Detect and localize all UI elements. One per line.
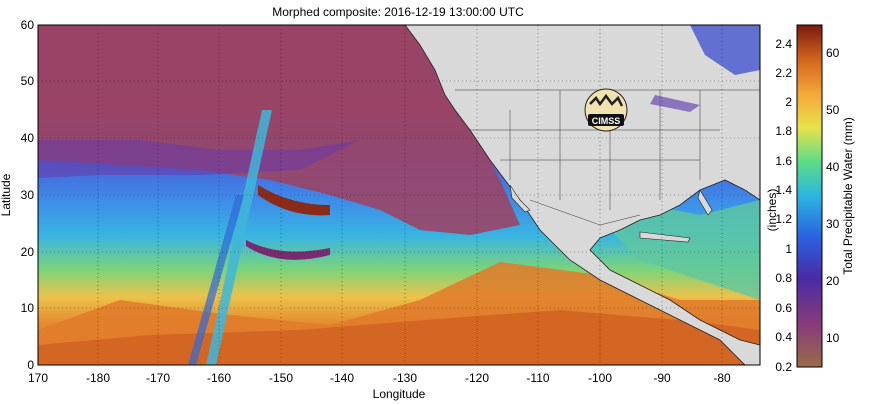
x-tick: -110 — [526, 371, 549, 385]
inch-tick: 2.2 — [775, 66, 792, 80]
map-frame — [37, 24, 761, 366]
inch-tick: 1.4 — [775, 183, 792, 197]
x-tick: -170 — [146, 371, 170, 385]
x-axis: 170 -180 -170 -160 -150 -140 -130 -120 -… — [28, 371, 731, 401]
map-panel — [38, 25, 760, 365]
gridlines — [38, 25, 760, 365]
caribbean-moisture — [600, 200, 760, 300]
inch-tick: 2 — [785, 95, 792, 109]
inch-tick: 1.6 — [775, 154, 792, 168]
x-axis-label: Longitude — [373, 387, 426, 401]
mm-tick: 30 — [826, 217, 840, 231]
atlantic-moisture — [690, 25, 760, 75]
y-tick: 0 — [27, 358, 34, 372]
inch-tick: 0.2 — [775, 360, 792, 374]
inch-tick: 1.8 — [775, 124, 792, 138]
map-title: Morphed composite: 2016-12-19 13:00:00 U… — [272, 5, 524, 19]
y-tick: 60 — [21, 18, 35, 32]
x-tick: 170 — [28, 371, 48, 385]
swath-edge-2 — [246, 240, 330, 260]
x-tick: -160 — [207, 371, 231, 385]
colorbar: 0.2 0.4 0.6 0.8 1 1.2 1.4 1.6 1.8 2 2.2 … — [765, 24, 855, 374]
great-lakes — [650, 95, 700, 112]
x-tick: -140 — [330, 371, 354, 385]
inch-tick: 2.4 — [775, 37, 792, 51]
dry-air-mass — [38, 25, 520, 235]
mm-tick: 40 — [826, 160, 840, 174]
mm-tick: 10 — [826, 331, 840, 345]
y-tick: 10 — [21, 301, 35, 315]
inch-tick: 0.8 — [775, 271, 792, 285]
y-tick: 50 — [21, 74, 35, 88]
inch-tick: 1.2 — [775, 212, 792, 226]
swath-edge-1 — [258, 185, 330, 216]
y-tick: 30 — [21, 188, 35, 202]
x-tick: -130 — [393, 371, 417, 385]
mm-tick: 60 — [826, 46, 840, 60]
baja-california — [509, 184, 531, 213]
x-tick: -150 — [269, 371, 293, 385]
x-tick: -120 — [465, 371, 489, 385]
cimss-logo: CIMSS — [584, 88, 628, 132]
atmospheric-river-band — [38, 140, 360, 178]
x-tick: -180 — [86, 371, 110, 385]
mm-tick: 20 — [826, 274, 840, 288]
colorbar-gradient — [796, 24, 823, 368]
y-tick: 20 — [21, 245, 35, 259]
x-tick: -100 — [588, 371, 612, 385]
mm-tick: 50 — [826, 103, 840, 117]
swath-artifact-2 — [188, 195, 244, 365]
y-tick: 40 — [21, 131, 35, 145]
inch-tick: 1 — [785, 242, 792, 256]
x-tick: -90 — [653, 371, 671, 385]
cuba — [639, 231, 691, 243]
x-tick: -80 — [713, 371, 731, 385]
florida — [697, 189, 713, 216]
colorbar-mm-label: Total Precipitable Water (mm) — [841, 117, 855, 275]
swath-artifact-1 — [206, 110, 272, 365]
inch-tick: 0.4 — [775, 330, 792, 344]
logo-text: CIMSS — [592, 116, 621, 126]
y-axis-label: Latitude — [0, 173, 13, 216]
y-axis: 0 10 20 30 40 50 60 Latitude — [0, 18, 34, 372]
colorbar-inch-label: (inches) — [765, 189, 779, 232]
inch-tick: 0.6 — [775, 301, 792, 315]
